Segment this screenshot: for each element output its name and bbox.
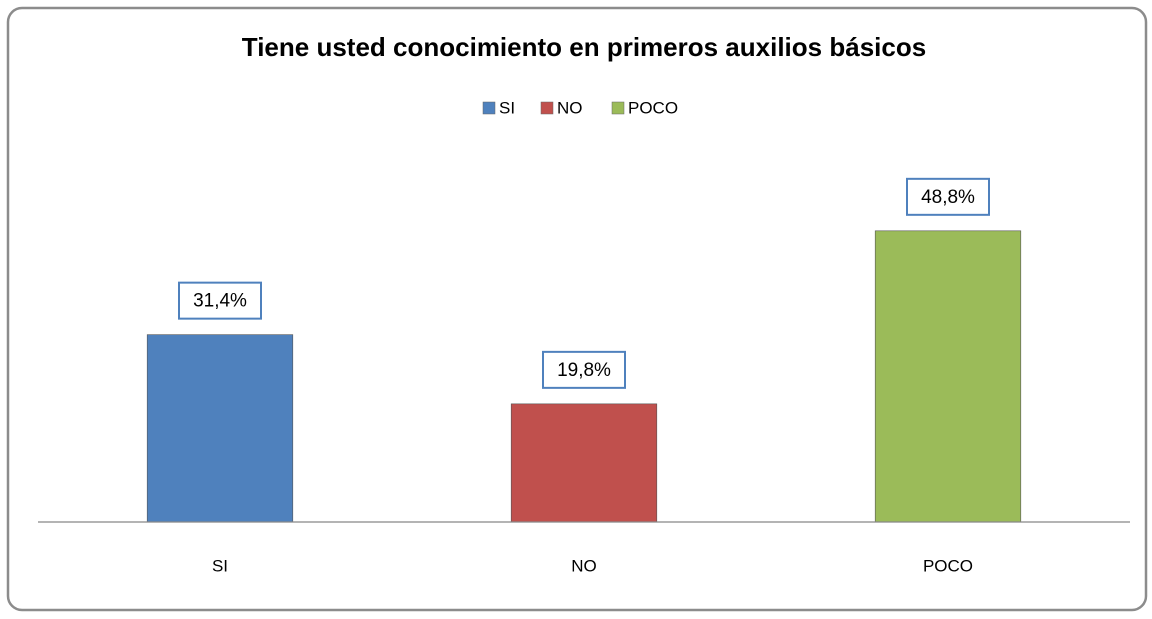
- data-label-box: [178, 281, 262, 320]
- data-label-box: [906, 177, 990, 216]
- x-tick-label: NO: [571, 556, 597, 575]
- legend-swatch: [482, 101, 496, 115]
- data-label: 48,8%: [921, 187, 975, 208]
- x-tick-label: SI: [212, 556, 228, 575]
- legend-label: POCO: [628, 98, 678, 117]
- legend-swatch: [540, 101, 554, 115]
- legend-label: SI: [499, 98, 515, 117]
- bar: [146, 334, 294, 523]
- legend-swatch: [611, 101, 625, 115]
- legend-label: NO: [557, 98, 583, 117]
- bar: [510, 403, 658, 523]
- x-tick-label: POCO: [923, 556, 973, 575]
- data-label: 19,8%: [557, 360, 611, 381]
- chart-title: Tiene usted conocimiento en primeros aux…: [242, 32, 926, 62]
- data-label: 31,4%: [193, 291, 247, 312]
- data-label-box: [542, 350, 626, 389]
- bar: [874, 230, 1022, 523]
